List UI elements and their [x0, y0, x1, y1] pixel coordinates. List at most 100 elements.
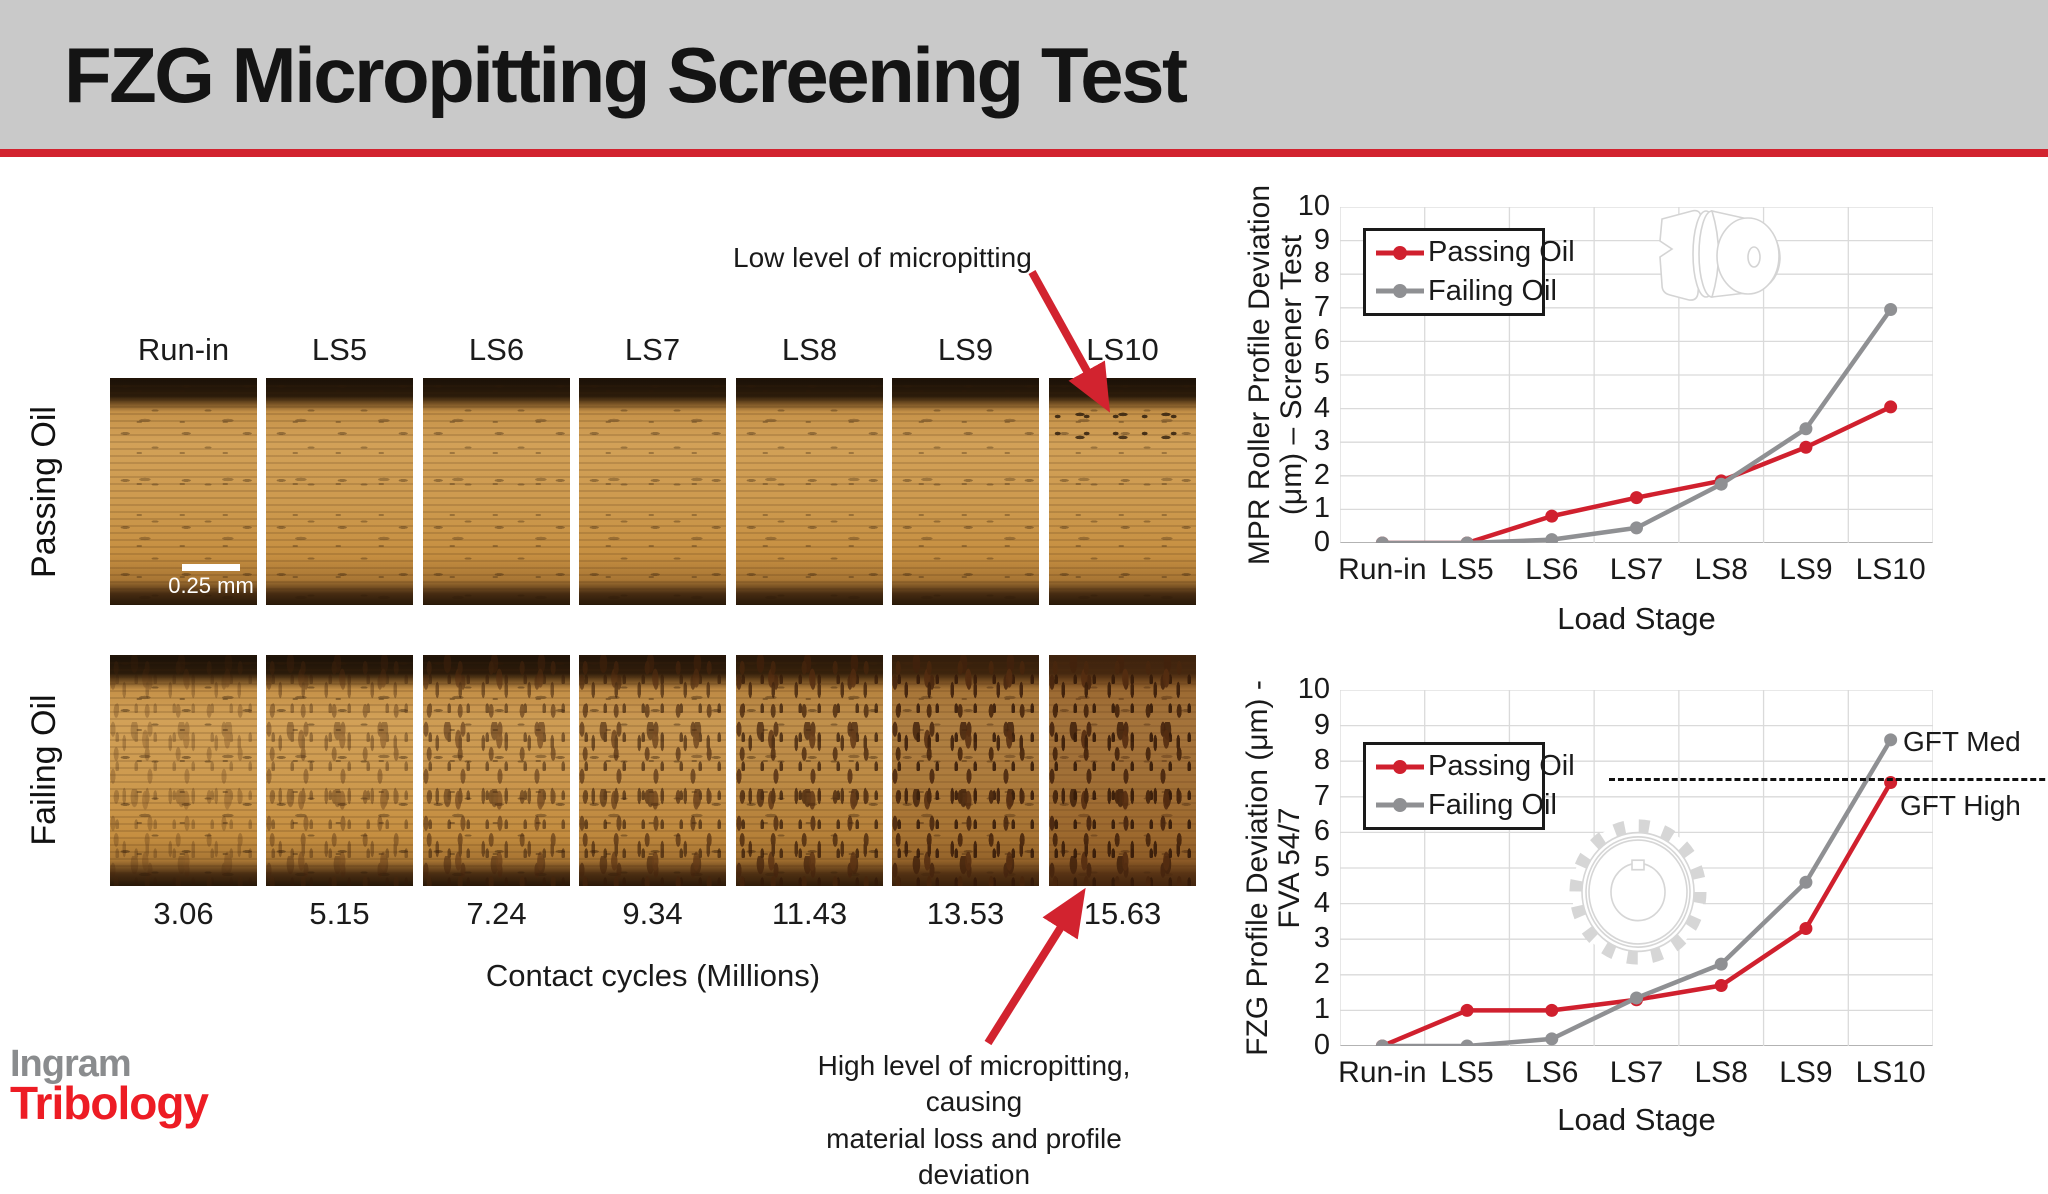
contact-cycles-axis-label: Contact cycles (Millions) [485, 958, 821, 993]
micrograph-failing-ls7 [579, 655, 726, 886]
high-annotation-line1: High level of micropitting, causing [817, 1050, 1131, 1118]
data-point [1460, 1003, 1474, 1017]
stage-label: LS10 [1086, 332, 1159, 367]
y-tick-label: 2 [1313, 458, 1330, 491]
data-point [1884, 400, 1898, 414]
data-point [1799, 422, 1813, 436]
legend-label-passing: Passing Oil [1428, 236, 1575, 269]
legend-item-passing: Passing Oil [1374, 750, 1575, 783]
legend-label-failing: Failing Oil [1428, 788, 1557, 821]
x-tick-label: LS7 [1609, 1056, 1664, 1089]
contact-cycles-value: 9.34 [622, 896, 683, 931]
micrograph-passing-ls10 [1049, 378, 1196, 605]
x-tick-label: LS5 [1440, 553, 1494, 586]
y-tick-label: 0 [1313, 1029, 1330, 1061]
contact-cycles-value: 11.43 [771, 896, 848, 931]
high-annotation-line2: material loss and profile deviation [826, 1122, 1122, 1191]
y-tick-label: 6 [1313, 324, 1330, 357]
y-tick-label: 1 [1313, 993, 1330, 1026]
legend-item-failing: Failing Oil [1374, 275, 1557, 308]
fzg-gear-icon [1569, 819, 1707, 965]
contact-cycles-value: 5.15 [309, 896, 370, 931]
data-point [1545, 1032, 1559, 1046]
micrograph-failing-ls6 [423, 655, 570, 886]
data-point [1799, 875, 1813, 889]
y-tick-label: 7 [1313, 290, 1330, 323]
micrograph-failing-ls8 [736, 655, 883, 886]
x-tick-label: LS9 [1779, 553, 1833, 586]
y-tick-label: 7 [1313, 779, 1330, 812]
data-point [1799, 440, 1813, 454]
micrograph-passing-ls6 [423, 378, 570, 605]
stage-label: LS9 [937, 332, 994, 367]
fzg-chart-legend: Passing Oil Failing Oil [1363, 742, 1575, 830]
legend-item-failing: Failing Oil [1374, 789, 1557, 822]
scale-bar-label: 0.25 mm [168, 573, 254, 598]
data-point [1884, 302, 1898, 316]
gft-reference-line [1609, 778, 2048, 781]
data-point [1884, 733, 1898, 747]
micrograph-failing-ls9 [892, 655, 1039, 886]
mpr-chart-plot-area [1340, 207, 1933, 543]
y-tick-label: 10 [1297, 190, 1330, 222]
x-tick-label: LS6 [1525, 553, 1579, 586]
y-axis-title-line1: FZG Profile Deviation (μm) - [1240, 680, 1274, 1056]
y-tick-label: 10 [1297, 673, 1330, 705]
passing-oil-row-label: Passing Oil [24, 406, 63, 578]
micrograph-failing-ls10 [1049, 655, 1196, 886]
data-point [1630, 521, 1643, 535]
data-point [1714, 957, 1728, 971]
y-tick-label: 3 [1313, 922, 1330, 955]
passing-series-sample [1376, 245, 1424, 260]
contact-cycles-value: 13.53 [926, 896, 1005, 931]
passing-series-sample [1376, 759, 1424, 774]
ingram-tribology-logo: Ingram Tribology [10, 1043, 209, 1130]
y-tick-label: 8 [1313, 257, 1330, 290]
data-point [1714, 477, 1728, 491]
failing-series-sample [1376, 284, 1424, 299]
data-point [1545, 1003, 1559, 1017]
data-point [1375, 1039, 1389, 1046]
stage-label: LS7 [624, 332, 681, 367]
header-accent-rule [0, 149, 2048, 157]
logo-line1: Ingram [10, 1043, 132, 1085]
micrograph-passing-runin: 0.25 mm [110, 378, 257, 605]
x-tick-label: Run-in [1338, 1056, 1427, 1089]
y-tick-label: 2 [1313, 957, 1330, 990]
y-tick-label: 0 [1313, 526, 1330, 558]
legend-label-failing: Failing Oil [1428, 274, 1557, 307]
contact-cycles-value: 15.63 [1083, 896, 1162, 931]
stage-label: LS8 [781, 332, 838, 367]
y-tick-label: 3 [1313, 425, 1330, 458]
data-point [1799, 922, 1813, 936]
micrograph-failing-ls5 [266, 655, 413, 886]
x-tick-label: LS6 [1525, 1056, 1579, 1089]
y-tick-label: 5 [1313, 851, 1330, 883]
x-tick-label: Run-in [1338, 553, 1427, 586]
micrograph-passing-ls8 [736, 378, 883, 605]
micrograph-passing-ls9 [892, 378, 1039, 605]
fzg-chart-x-axis-title: Load Stage [1557, 1102, 1716, 1137]
gft-high-label: GFT High [1900, 790, 2021, 821]
slide-header [0, 0, 2048, 149]
data-point [1460, 536, 1474, 543]
y-axis-title-line1: MPR Roller Profile Deviation [1242, 184, 1276, 566]
stage-label: LS5 [311, 332, 368, 367]
legend-item-passing: Passing Oil [1374, 236, 1575, 269]
logo-line2: Tribology [10, 1077, 209, 1130]
y-tick-label: 4 [1313, 886, 1330, 919]
scale-bar [182, 564, 240, 571]
stage-label: LS6 [468, 332, 525, 367]
y-tick-label: 1 [1313, 492, 1330, 525]
y-tick-label: 9 [1313, 708, 1330, 741]
data-point [1630, 991, 1643, 1005]
micrograph-passing-ls7 [579, 378, 726, 605]
micrograph-failing-runin [110, 655, 257, 886]
x-tick-label: LS8 [1694, 553, 1748, 586]
x-tick-label: LS10 [1855, 1056, 1926, 1089]
high-micropitting-annotation: High level of micropitting, causing mate… [774, 1048, 1174, 1194]
page-title: FZG Micropitting Screening Test [64, 31, 1188, 119]
mpr-chart-legend: Passing Oil Failing Oil [1363, 228, 1575, 316]
mpr-chart-x-axis-title: Load Stage [1557, 601, 1716, 636]
data-point [1375, 536, 1389, 543]
